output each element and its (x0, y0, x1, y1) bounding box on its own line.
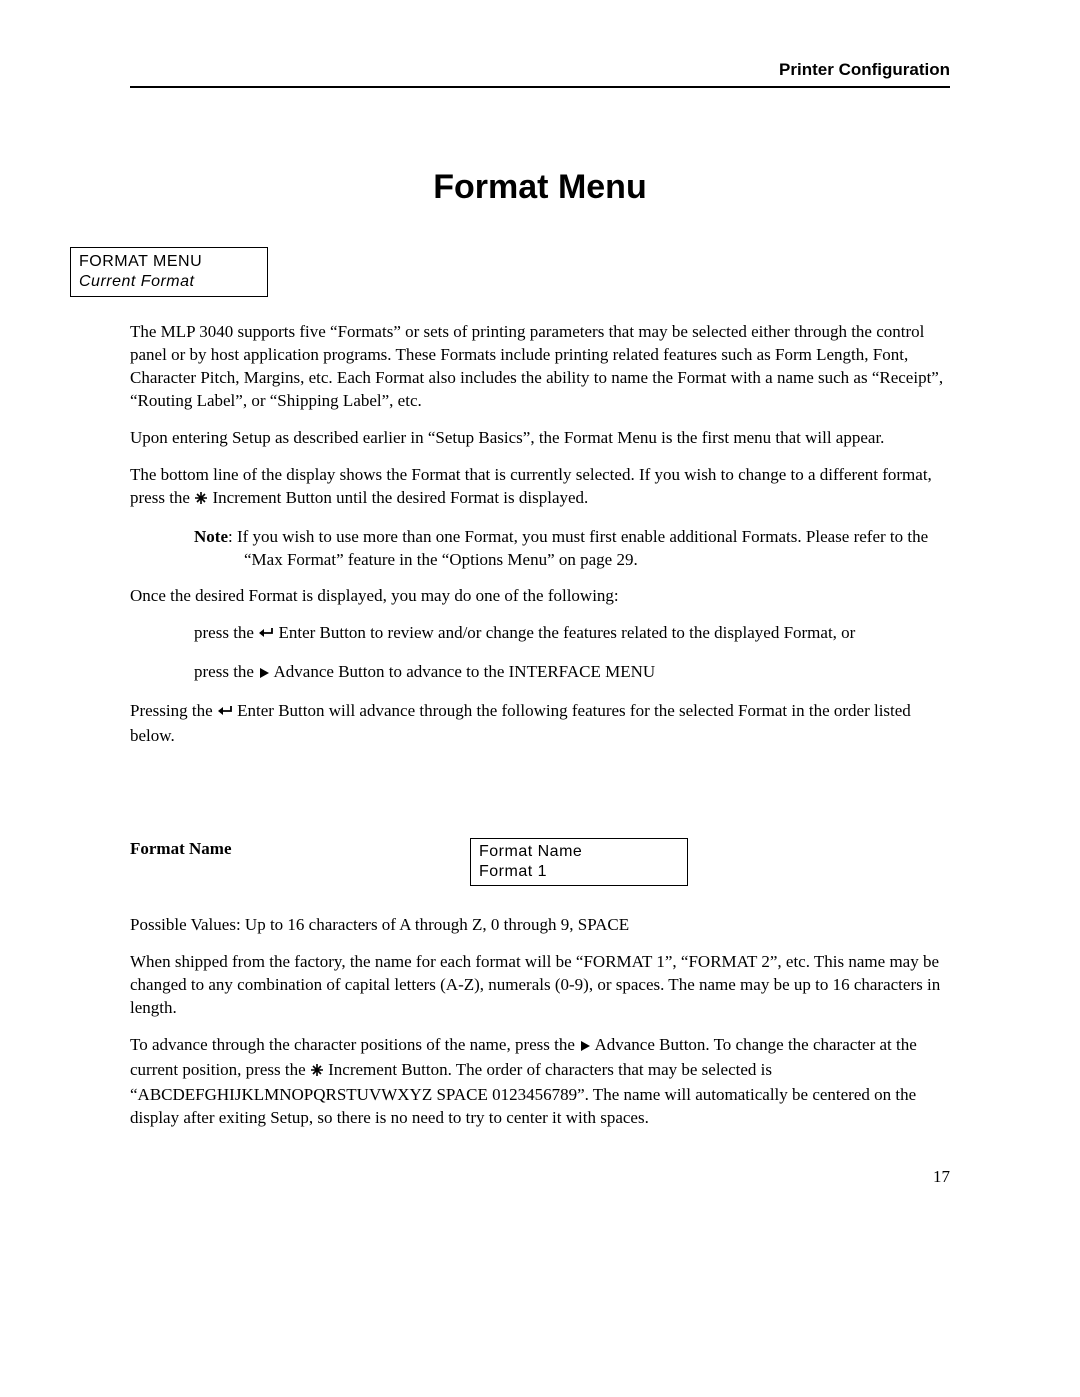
lcd-line2: Format 1 (479, 862, 679, 882)
text-run: press the (194, 662, 258, 681)
paragraph: Upon entering Setup as described earlier… (130, 427, 950, 450)
lcd-display-main: FORMAT MENU Current Format (70, 247, 268, 297)
text-run: Enter Button will advance through the fo… (130, 701, 911, 745)
note-text: : If you wish to use more than one Forma… (228, 527, 928, 569)
text-run: Advance Button to advance to the INTERFA… (270, 662, 655, 681)
body-text: The MLP 3040 supports five “Formats” or … (130, 321, 950, 1130)
paragraph: Pressing the Enter Button will advance t… (130, 700, 950, 748)
page-number: 17 (933, 1167, 950, 1187)
text-run: To advance through the character positio… (130, 1035, 579, 1054)
paragraph: When shipped from the factory, the name … (130, 951, 950, 1020)
lcd-display-format-name: Format Name Format 1 (470, 838, 688, 886)
header-section-title: Printer Configuration (130, 60, 950, 86)
header-rule (130, 86, 950, 88)
text-run: Increment Button until the desired Forma… (208, 488, 588, 507)
document-page: Printer Configuration Format Menu FORMAT… (0, 0, 1080, 1397)
plus-icon (310, 1061, 324, 1084)
paragraph: Once the desired Format is displayed, yo… (130, 585, 950, 608)
note-block: Note: If you wish to use more than one F… (130, 526, 950, 572)
list-item: press the Enter Button to review and/or … (130, 622, 950, 647)
section-row: Format Name Format Name Format 1 (130, 838, 950, 886)
advance-icon (579, 1036, 591, 1059)
paragraph: The MLP 3040 supports five “Formats” or … (130, 321, 950, 413)
note-label: Note (194, 527, 228, 546)
lcd-line1: Format Name (479, 842, 679, 862)
paragraph: The bottom line of the display shows the… (130, 464, 950, 512)
list-item: press the Advance Button to advance to t… (130, 661, 950, 686)
plus-icon (194, 489, 208, 512)
page-title: Format Menu (130, 168, 950, 207)
lcd-line1: FORMAT MENU (79, 252, 259, 272)
text-run: press the (194, 623, 258, 642)
enter-icon (258, 624, 274, 647)
text-run: Enter Button to review and/or change the… (274, 623, 855, 642)
paragraph: Possible Values: Up to 16 characters of … (130, 914, 950, 937)
paragraph: To advance through the character positio… (130, 1034, 950, 1130)
advance-icon (258, 663, 270, 686)
section-heading: Format Name (130, 838, 470, 861)
text-run: Pressing the (130, 701, 217, 720)
enter-icon (217, 702, 233, 725)
lcd-line2: Current Format (79, 272, 259, 292)
